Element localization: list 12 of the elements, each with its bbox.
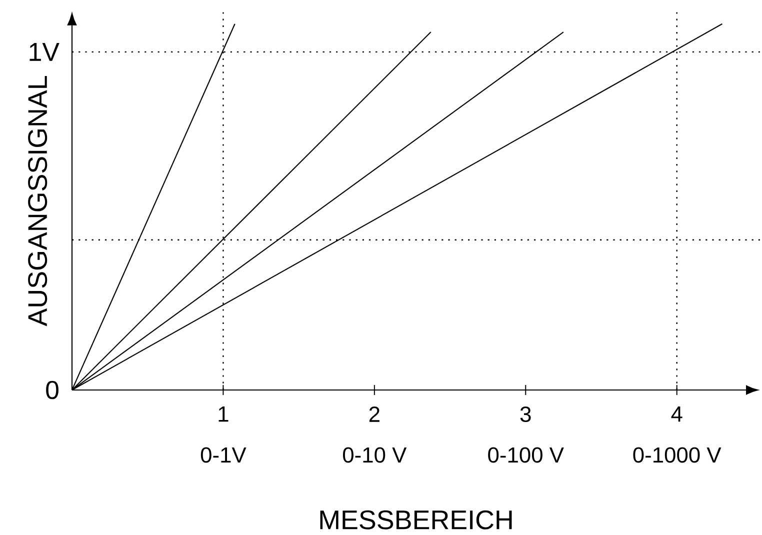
x-tick-label: 1	[218, 406, 228, 422]
y-axis-title: AUSGANGSSIGNAL	[28, 76, 48, 326]
x-tick-label: 3	[520, 406, 531, 422]
x-tick-label: 4	[671, 406, 682, 422]
y-tick-label: 0	[46, 380, 58, 400]
text: 0-1V	[200, 447, 246, 463]
text: 0-10 V	[342, 447, 407, 463]
x-axis-title: MESSBEREICH	[320, 510, 512, 530]
text: 0-100 V	[488, 447, 564, 463]
text: 0-1000 V	[633, 447, 722, 463]
y-tick-label: 1V	[30, 43, 60, 61]
x-tick-label: 2	[369, 406, 380, 422]
